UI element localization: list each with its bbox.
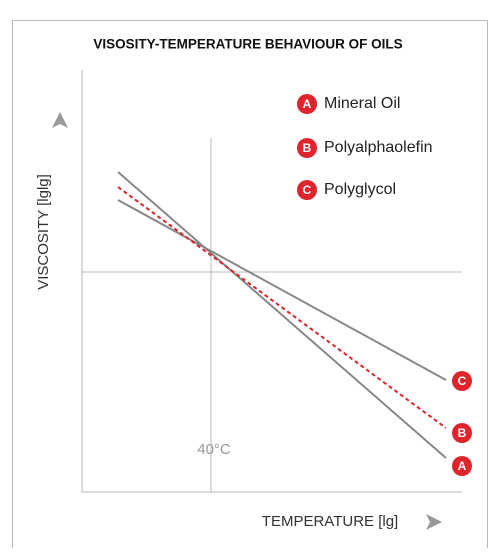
y-arrow: [52, 112, 68, 128]
legend-label: Mineral Oil: [324, 95, 400, 112]
legend-badge: [297, 180, 317, 200]
legend-badge: [297, 138, 317, 158]
legend-label: Polyglycol: [324, 181, 396, 198]
badge-letter: A: [458, 459, 467, 473]
legend-badge: [297, 94, 317, 114]
line-a: [117, 171, 447, 459]
badge: [452, 456, 472, 476]
frame: [12, 20, 488, 553]
badge-letter: C: [458, 374, 467, 388]
badge-letter: B: [458, 426, 467, 440]
badge: [452, 423, 472, 443]
x-arrow: [426, 514, 442, 530]
legend-letter: B: [303, 141, 312, 155]
badge: [452, 371, 472, 391]
y-axis-label: VISCOSITY [lglg]: [35, 174, 52, 290]
x-axis-label: TEMPERATURE [lg]: [262, 513, 398, 530]
title: VISOSITY-TEMPERATURE BEHAVIOUR OF OILS: [93, 37, 402, 52]
legend-letter: A: [303, 97, 312, 111]
legend-label: Polyalphaolefin: [324, 139, 433, 156]
reference-label: 40°C: [197, 441, 231, 458]
legend-letter: C: [303, 183, 312, 197]
line-c: [117, 199, 447, 381]
line-b: [117, 186, 447, 429]
